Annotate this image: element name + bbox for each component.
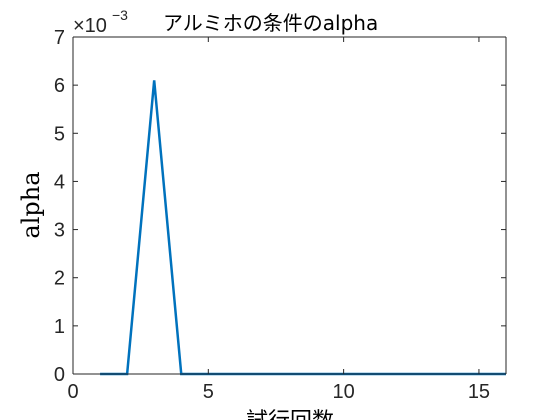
y-tick-label: 3 [54, 220, 65, 242]
tick-labels: 0 5 10 15 0 1 2 3 4 5 6 7 [54, 27, 490, 403]
plot-area [100, 80, 506, 376]
y-tick-label: 4 [54, 171, 65, 193]
y-tick-label: 2 [54, 268, 65, 290]
x-tick-label: 15 [468, 381, 490, 403]
y-tick-label: 1 [54, 316, 65, 338]
y-tick-label: 0 [54, 364, 65, 386]
y-tick-label: 6 [54, 75, 65, 97]
x-axis-label: 試行回数 [246, 409, 334, 420]
x-tick-label: 0 [67, 381, 78, 403]
y-tick-label: 5 [54, 123, 65, 145]
chart-title: アルミホの条件のalpha [163, 11, 378, 35]
x-tick-label: 10 [333, 381, 355, 403]
axes [72, 36, 507, 375]
series-line [100, 80, 506, 376]
x-tick-label: 5 [203, 381, 214, 403]
y-exponent-power: −3 [112, 7, 128, 23]
y-axis-label: alpha [17, 171, 45, 238]
y-tick-label: 7 [54, 27, 65, 49]
y-exponent-base: ×10 [73, 15, 107, 37]
